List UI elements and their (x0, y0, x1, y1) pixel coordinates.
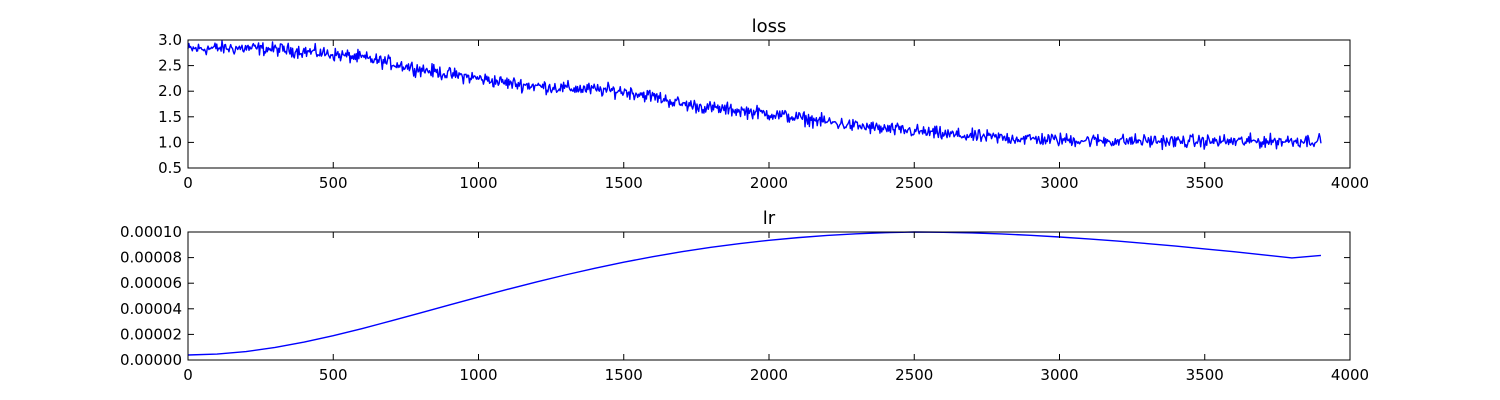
x-tick-label: 2500 (895, 174, 933, 192)
x-tick-label: 4000 (1331, 366, 1369, 384)
x-tick-label: 2000 (750, 174, 788, 192)
x-tick-label: 1500 (605, 366, 643, 384)
y-tick-label: 2.5 (158, 57, 182, 75)
x-tick-label: 0 (183, 366, 193, 384)
y-tick-label: 0.00000 (120, 351, 182, 369)
x-tick-label: 0 (183, 174, 193, 192)
y-tick-label: 0.00006 (120, 274, 182, 292)
y-tick-label: 0.00002 (120, 325, 182, 343)
y-tick-label: 0.00008 (120, 249, 182, 267)
lr-series-line (187, 231, 1322, 356)
x-tick-label: 1500 (605, 174, 643, 192)
y-tick-label: 0.00004 (120, 300, 182, 318)
loss-series-line (187, 40, 1322, 151)
x-tick-label: 1000 (459, 366, 497, 384)
x-tick-label: 3500 (1186, 174, 1224, 192)
x-tick-label: 500 (319, 366, 348, 384)
x-tick-label: 3500 (1186, 366, 1224, 384)
x-tick-label: 500 (319, 174, 348, 192)
x-tick-label: 3000 (1040, 174, 1078, 192)
loss-axes-frame (187, 39, 1351, 169)
lr-axes-frame (187, 231, 1351, 361)
lr-panel: lr 0 500 1000 1500 2000 2500 3000 3500 4000 0.000… (120, 208, 1369, 384)
x-tick-label: 2000 (750, 366, 788, 384)
y-tick-label: 2.0 (158, 82, 182, 100)
y-tick-label: 0.5 (158, 159, 182, 177)
lr-title: lr (763, 208, 776, 229)
x-tick-label: 4000 (1331, 174, 1369, 192)
y-tick-label: 1.0 (158, 133, 182, 151)
x-tick-label: 3000 (1040, 366, 1078, 384)
y-tick-label: 0.00010 (120, 223, 182, 241)
x-tick-label: 2500 (895, 366, 933, 384)
y-tick-label: 3.0 (158, 31, 182, 49)
loss-title: loss (752, 16, 787, 37)
x-tick-label: 1000 (459, 174, 497, 192)
loss-panel: loss 0 500 1000 1500 2000 2500 3000 3500 4000 0.5… (158, 16, 1369, 192)
y-tick-label: 1.5 (158, 108, 182, 126)
